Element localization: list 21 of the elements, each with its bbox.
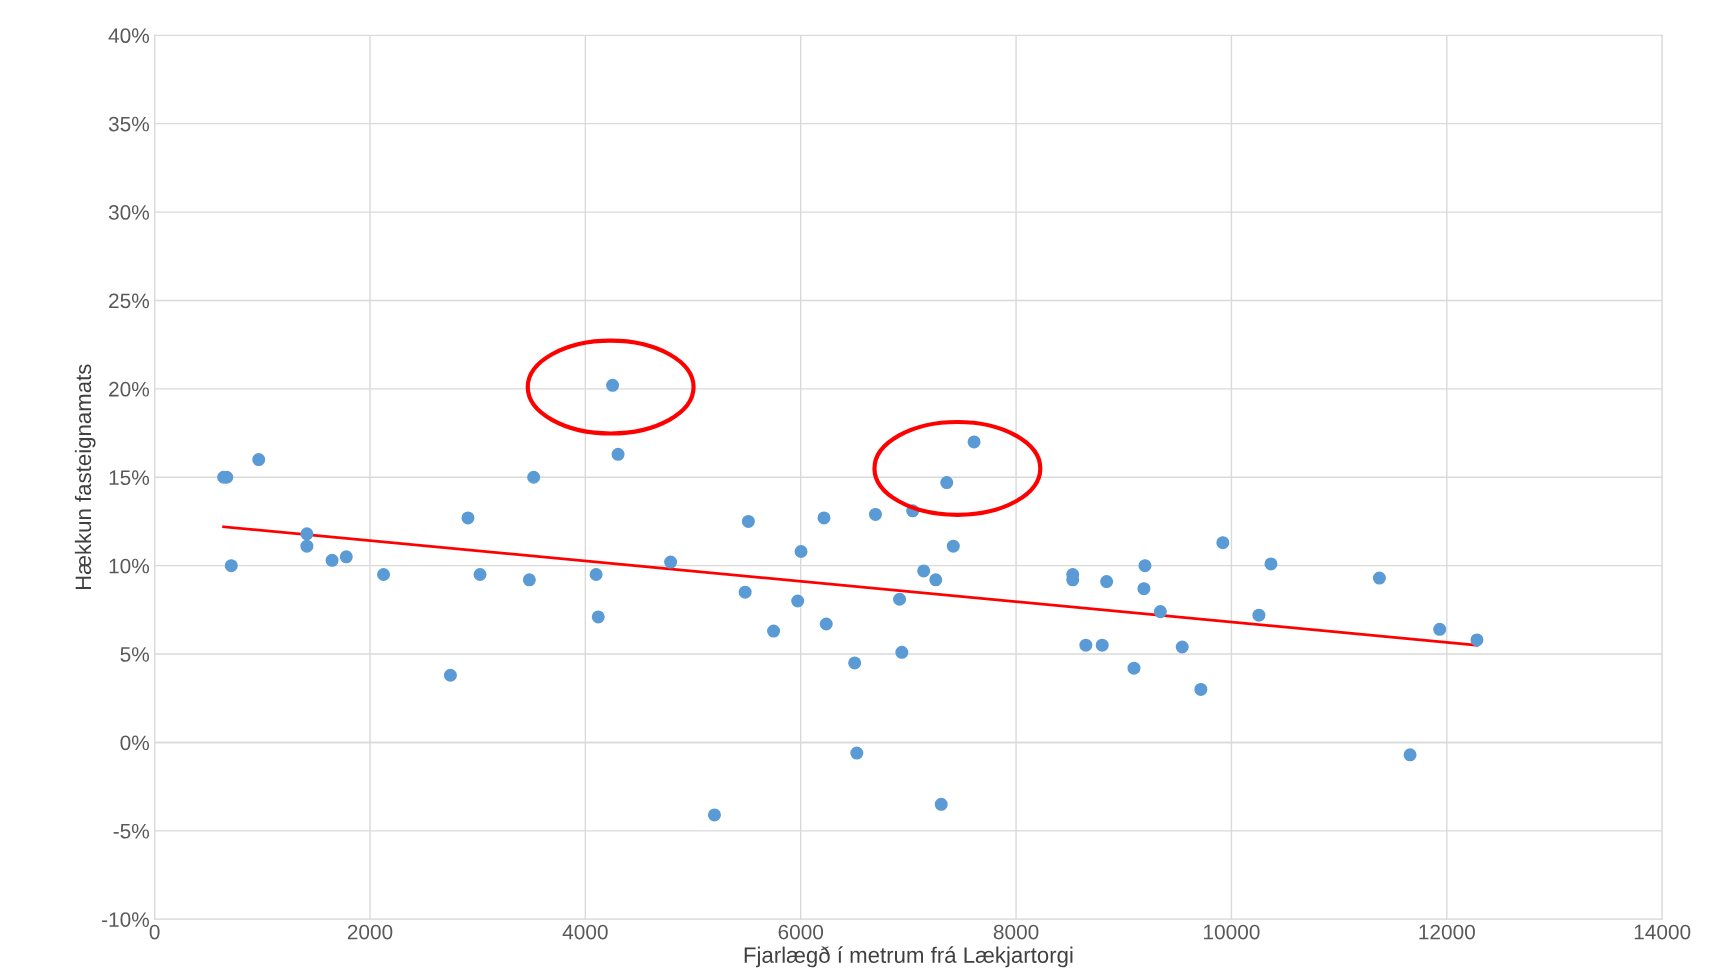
x-tick-label: 6000 [778, 924, 824, 940]
x-tick-label: 0 [149, 924, 160, 940]
x-tick-label: 10000 [1204, 924, 1260, 940]
y-tick-label: 0% [120, 735, 150, 751]
x-axis-title: Fjarlægð í metrum frá Lækjartorgi [744, 946, 1073, 968]
y-axis-title: Hækkun fasteignamats [74, 364, 96, 590]
y-tick-label: 10% [109, 558, 150, 574]
x-tick-label: 4000 [562, 924, 608, 940]
y-tick-label: 40% [108, 28, 150, 44]
x-tick-label: 12000 [1419, 924, 1475, 940]
y-tick-label: 20% [109, 381, 150, 397]
y-tick-label: 35% [108, 116, 150, 132]
x-tick-label: 14000 [1634, 924, 1691, 940]
y-tick-label: 15% [109, 470, 150, 486]
x-tick-label: 2000 [347, 924, 393, 940]
y-tick-label: 5% [120, 647, 150, 662]
x-tick-label: 8000 [993, 924, 1039, 940]
y-tick-label: -5% [113, 823, 150, 839]
y-tick-label: 30% [108, 205, 150, 220]
y-tick-label: -10% [102, 912, 150, 927]
y-tick-label: 25% [109, 293, 150, 309]
